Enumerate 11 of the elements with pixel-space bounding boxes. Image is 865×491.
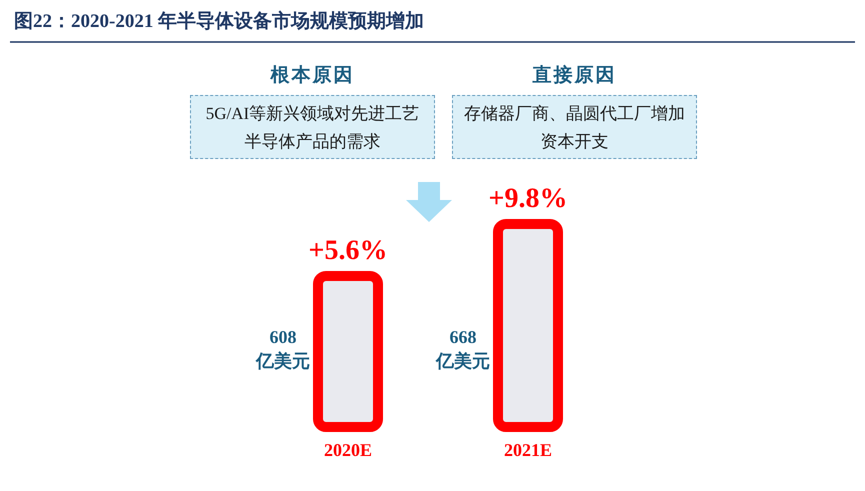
text: 5G/AI等新兴领域对先进工艺半导体产品的需求 bbox=[190, 95, 435, 159]
annotation: 668 亿美元 bbox=[435, 327, 490, 371]
annotation: +5.6% bbox=[308, 235, 388, 266]
x-tick-label: 2020E bbox=[324, 440, 372, 460]
text: 根本原因 bbox=[269, 64, 356, 88]
chart-title: 图22：2020-2021 年半导体设备市场规模预期增加 bbox=[14, 10, 424, 34]
annotation: +9.8% bbox=[488, 183, 568, 214]
annotation: 608 亿美元 bbox=[255, 327, 310, 371]
x-tick-label: 2021E bbox=[504, 440, 552, 460]
text: 存储器厂商、晶圆代工厂增加资本开支 bbox=[452, 95, 697, 159]
text: 直接原因 bbox=[532, 64, 618, 88]
